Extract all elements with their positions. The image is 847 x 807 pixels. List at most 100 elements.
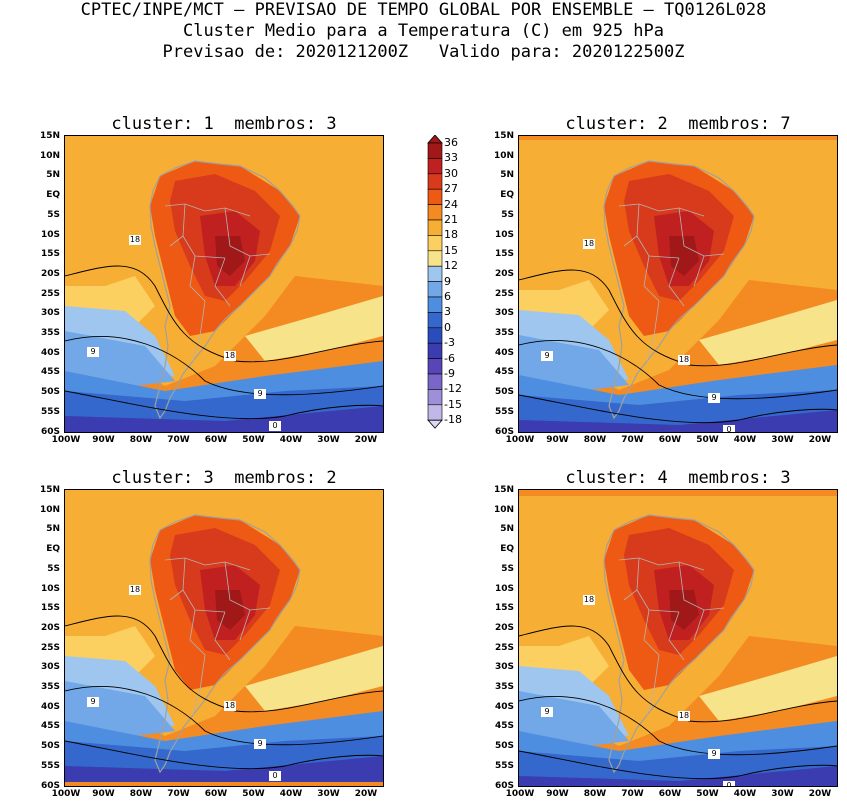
longitude-label: 100W xyxy=(505,789,535,799)
latitude-label: 5N xyxy=(46,170,60,181)
latitude-label: 40S xyxy=(494,701,514,712)
isotherm-contour xyxy=(519,394,837,424)
latitude-label: 55S xyxy=(40,406,60,417)
longitude-label: 40W xyxy=(279,789,303,799)
colorbar-swatch xyxy=(427,219,443,236)
colorbar-top-arrow xyxy=(427,135,443,144)
temperature-map-svg: 18 18 9 9 0 xyxy=(519,136,837,432)
colorbar-swatch xyxy=(427,296,443,313)
temperature-map-svg: 18 18 9 9 0 xyxy=(65,136,383,432)
latitude-label: 60S xyxy=(40,780,60,791)
latitude-label: 20S xyxy=(40,268,60,279)
country-border xyxy=(164,203,251,217)
temperature-band xyxy=(519,410,837,432)
latitude-label: 10N xyxy=(493,504,514,515)
longitude-label: 50W xyxy=(696,435,719,445)
country-border xyxy=(618,557,705,571)
contour-label: 9 xyxy=(257,389,262,398)
isotherm-contour xyxy=(519,625,837,723)
latitude-label: 60S xyxy=(494,426,514,437)
longitude-label: 100W xyxy=(505,435,535,445)
figure-header: CPTEC/INPE/MCT — PREVISAO DE TEMPO GLOBA… xyxy=(0,0,847,63)
isotherm-contour xyxy=(65,686,383,746)
latitude-label: 40S xyxy=(494,347,514,358)
temperature-band xyxy=(699,300,837,365)
longitude-label: 20W xyxy=(354,789,378,799)
contour-label: 18 xyxy=(130,235,140,244)
latitude-label: EQ xyxy=(500,544,514,555)
country-border xyxy=(693,255,705,287)
latitude-label: 50S xyxy=(494,387,514,398)
header-title: CPTEC/INPE/MCT — PREVISAO DE TEMPO GLOBA… xyxy=(80,0,767,20)
colorbar-label: -18 xyxy=(444,413,462,427)
longitude-label: 30W xyxy=(317,789,340,799)
longitude-label: 60W xyxy=(658,789,682,799)
latitude-label: 5N xyxy=(500,170,514,181)
latitude-label: 15S xyxy=(494,603,514,614)
cluster-1-map: 18 18 9 9 0 xyxy=(64,135,384,433)
country-border xyxy=(239,255,251,287)
colorbar-label: 9 xyxy=(444,274,451,288)
cluster-3-panel: cluster: 3 membros: 2 18 18 9 9 0 15N 10N 5N EQ… xyxy=(40,467,384,807)
cluster-2-title: cluster: 2 membros: 7 xyxy=(565,114,791,134)
country-border xyxy=(668,257,685,307)
colorbar-label: 21 xyxy=(444,213,458,226)
latitude-label: 55S xyxy=(494,760,514,771)
latitude-label: 5S xyxy=(501,209,514,220)
country-border xyxy=(678,561,725,611)
contour-label: 9 xyxy=(257,739,262,748)
colorbar-label: -9 xyxy=(444,367,455,380)
temperature-band xyxy=(519,766,837,786)
longitude-label: 20W xyxy=(808,435,832,445)
temperature-band xyxy=(65,331,175,386)
longitude-label: 20W xyxy=(354,435,378,445)
isotherm-contour xyxy=(519,750,837,780)
colorbar-swatch xyxy=(427,281,443,298)
country-border xyxy=(169,235,184,247)
isotherm-contour xyxy=(519,340,837,400)
isotherm-contour xyxy=(65,265,383,363)
contour-label: 18 xyxy=(225,701,235,710)
latitude-label: 50S xyxy=(494,741,514,752)
latitude-label: 15N xyxy=(493,485,514,495)
longitude-label: 90W xyxy=(92,435,115,445)
longitude-label: 80W xyxy=(129,435,153,445)
colorbar-label: 36 xyxy=(444,136,458,149)
country-border xyxy=(636,203,680,259)
colorbar-label: 27 xyxy=(444,182,458,196)
coastline xyxy=(149,514,301,774)
country-border xyxy=(189,609,206,656)
coastline xyxy=(149,160,301,420)
longitude-label: 50W xyxy=(242,789,265,799)
latitude-label: 10S xyxy=(494,229,514,240)
country-border xyxy=(643,609,660,656)
cluster-4-map: 18 18 9 9 0 xyxy=(518,489,838,787)
isotherm-contour xyxy=(65,336,383,396)
latitude-label: 10N xyxy=(39,504,60,515)
country-border xyxy=(636,557,680,613)
colorbar-label: 30 xyxy=(444,166,458,180)
contour-label: 9 xyxy=(90,697,95,706)
isotherm-contour xyxy=(65,615,383,713)
latitude-label: 5S xyxy=(47,209,60,220)
latitude-label: 10N xyxy=(493,150,514,161)
contour-label: 9 xyxy=(544,707,549,716)
longitude-label: 90W xyxy=(92,789,115,799)
cluster-4-panel: cluster: 4 membros: 3 18 18 9 9 0 15N 10N 5N EQ… xyxy=(494,467,838,807)
country-border xyxy=(224,561,271,611)
colorbar-swatch xyxy=(427,327,443,344)
latitude-label: 15N xyxy=(39,485,60,495)
latitude-label: EQ xyxy=(46,544,60,555)
latitude-label: 10S xyxy=(494,583,514,594)
contour-label: 0 xyxy=(726,425,731,432)
latitude-label: 5N xyxy=(46,524,60,535)
longitude-label: 80W xyxy=(129,789,153,799)
temperature-band xyxy=(65,681,175,736)
temperature-band xyxy=(245,296,383,361)
country-border xyxy=(618,203,705,217)
country-border xyxy=(164,557,251,571)
longitude-label: 30W xyxy=(771,789,794,799)
country-border xyxy=(224,207,271,257)
latitude-label: 60S xyxy=(494,780,514,791)
country-border xyxy=(693,609,705,641)
